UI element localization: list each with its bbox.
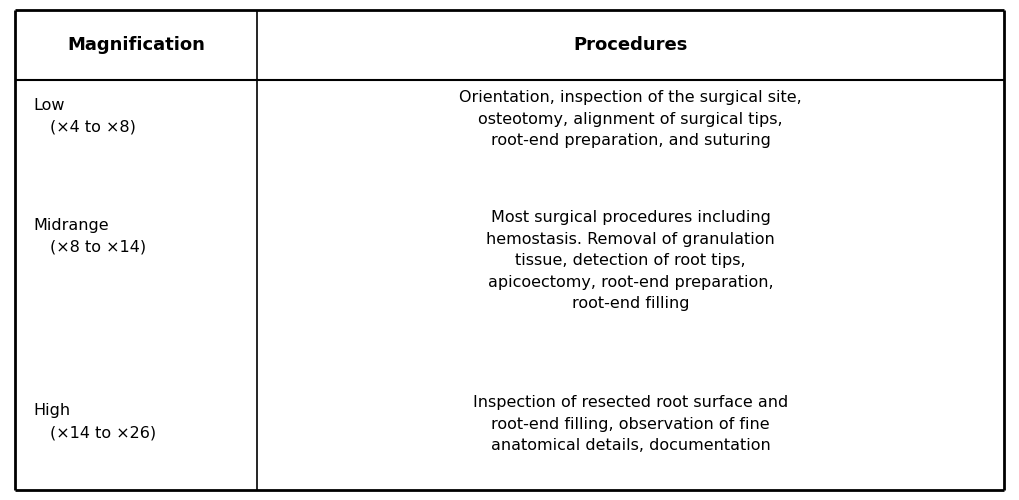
Text: (×4 to ×8): (×4 to ×8) — [50, 120, 136, 135]
Text: Orientation, inspection of the surgical site,
osteotomy, alignment of surgical t: Orientation, inspection of the surgical … — [460, 90, 802, 148]
Text: High: High — [33, 403, 70, 418]
Text: Midrange: Midrange — [33, 218, 109, 233]
Text: Inspection of resected root surface and
root-end filling, observation of fine
an: Inspection of resected root surface and … — [473, 395, 789, 453]
Text: Procedures: Procedures — [574, 36, 688, 54]
Text: (×14 to ×26): (×14 to ×26) — [50, 425, 156, 440]
Text: Low: Low — [33, 98, 64, 113]
Text: (×8 to ×14): (×8 to ×14) — [50, 240, 146, 255]
Text: Most surgical procedures including
hemostasis. Removal of granulation
tissue, de: Most surgical procedures including hemos… — [486, 210, 775, 312]
Text: Magnification: Magnification — [67, 36, 205, 54]
